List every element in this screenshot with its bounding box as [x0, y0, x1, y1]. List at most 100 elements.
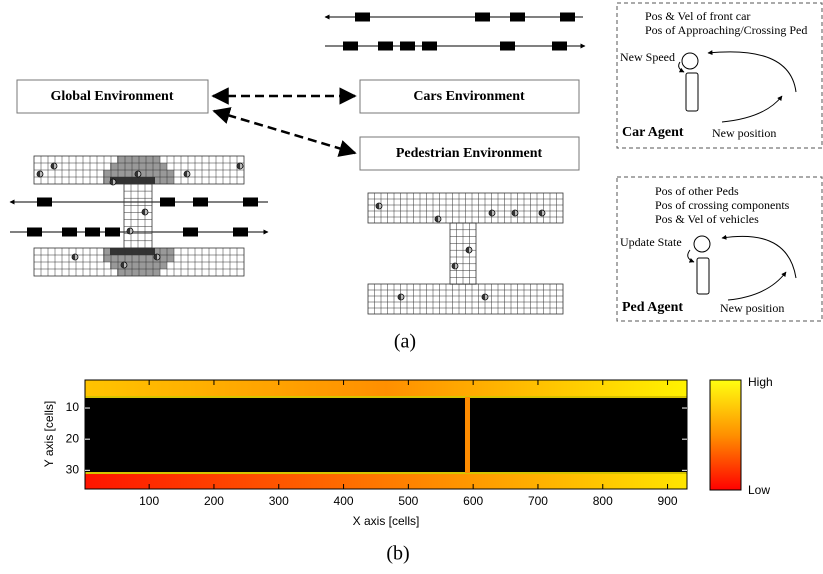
global-label: Global Environment	[50, 89, 173, 104]
cycle-arrow	[721, 234, 797, 279]
ped-box	[359, 136, 580, 171]
x-tick-label: 500	[398, 494, 418, 508]
x-tick-label: 600	[463, 494, 483, 508]
pedestrian-shade	[237, 163, 240, 169]
cars-label: Cars Environment	[413, 89, 525, 104]
x-tick-label: 800	[593, 494, 613, 508]
pedestrian-shade	[482, 294, 485, 300]
pedestrian-shade	[452, 263, 455, 269]
car	[355, 12, 370, 22]
car	[422, 41, 437, 51]
car	[475, 12, 490, 22]
action-arrow	[687, 249, 695, 263]
influence-core	[110, 248, 155, 255]
x-tick-label: 900	[658, 494, 678, 508]
car	[510, 12, 525, 22]
pedestrian-shade	[154, 254, 157, 260]
crosswalk	[465, 397, 470, 473]
car	[343, 41, 358, 51]
cars	[27, 12, 575, 237]
pedestrian-shade	[135, 171, 138, 177]
car	[243, 197, 258, 207]
car	[193, 197, 208, 207]
action-arrow	[678, 61, 685, 73]
agent-body	[685, 72, 699, 112]
grids	[33, 155, 564, 315]
car	[400, 41, 415, 51]
x-tick-label: 400	[334, 494, 354, 508]
link-arrow	[212, 107, 357, 157]
pedestrian-shade	[72, 254, 75, 260]
car-action: New Speed	[620, 50, 675, 64]
car	[27, 227, 42, 237]
pedestrian-shade	[51, 163, 54, 169]
ped-label: Pedestrian Environment	[396, 146, 543, 161]
sidewalk-top	[85, 380, 687, 397]
ped-agent-title: Ped Agent	[622, 300, 683, 315]
sidewalk-bottom	[85, 473, 687, 489]
pedestrian-shade	[489, 210, 492, 216]
global-box	[16, 79, 209, 114]
pedestrian-shade	[184, 171, 187, 177]
pedestrian-shade	[37, 171, 40, 177]
caption-a: (a)	[394, 331, 416, 353]
pedestrian-shade	[435, 216, 438, 222]
car-input: Pos & Vel of front car	[645, 9, 750, 23]
influence-core	[110, 177, 155, 184]
y-tick-label: 20	[66, 431, 80, 445]
plot-frame	[84, 379, 688, 490]
cars-box	[359, 79, 580, 114]
x-tick-label: 200	[204, 494, 224, 508]
y-axis-label: Y axis [cells]	[42, 401, 56, 467]
car	[378, 41, 393, 51]
colorbar-high: High	[748, 375, 773, 389]
cycle-arrow	[721, 95, 783, 123]
x-axis-label: X axis [cells]	[353, 514, 420, 528]
agent-body	[696, 257, 710, 295]
pedestrian-shade	[142, 209, 145, 215]
ped-action: Update State	[620, 235, 682, 249]
colorbar	[709, 379, 742, 491]
cycle-arrow	[707, 50, 797, 93]
car	[105, 227, 120, 237]
car-input: Pos of Approaching/Crossing Ped	[645, 23, 807, 37]
agent-head	[681, 52, 699, 70]
x-tick-label: 100	[139, 494, 159, 508]
car	[560, 12, 575, 22]
ped-agent-box	[616, 176, 823, 322]
pedestrian-shade	[121, 262, 124, 268]
car	[500, 41, 515, 51]
ped-output: New position	[720, 301, 784, 315]
colorbar-low: Low	[748, 483, 770, 497]
y-tick-label: 10	[66, 400, 80, 414]
car	[183, 227, 198, 237]
y-tick-label: 30	[66, 462, 80, 476]
cycle-arrow	[727, 271, 787, 301]
road	[85, 397, 687, 473]
pedestrian-shade	[512, 210, 515, 216]
car	[233, 227, 248, 237]
car	[37, 197, 52, 207]
caption-b: (b)	[386, 543, 409, 565]
agent-head	[693, 235, 711, 253]
pedestrian-shade	[466, 247, 469, 253]
pedestrian-shade	[127, 228, 130, 234]
car	[62, 227, 77, 237]
x-tick-label: 700	[528, 494, 548, 508]
ticks: 100 200 300 400 500 600 700 800 900 10 20 30	[66, 380, 687, 508]
car	[85, 227, 100, 237]
lanes	[9, 14, 586, 235]
pedestrian-shade	[110, 179, 113, 185]
ped-input: Pos of crossing components	[655, 198, 790, 212]
pedestrian-shade	[539, 210, 542, 216]
car-agent-title: Car Agent	[622, 125, 684, 140]
ped-input: Pos & Vel of vehicles	[655, 212, 759, 226]
pedestrian-shade	[398, 294, 401, 300]
car	[552, 41, 567, 51]
x-tick-label: 300	[269, 494, 289, 508]
ped-input: Pos of other Peds	[655, 184, 739, 198]
car	[160, 197, 175, 207]
car-output: New position	[712, 126, 776, 140]
pedestrian-shade	[376, 203, 379, 209]
